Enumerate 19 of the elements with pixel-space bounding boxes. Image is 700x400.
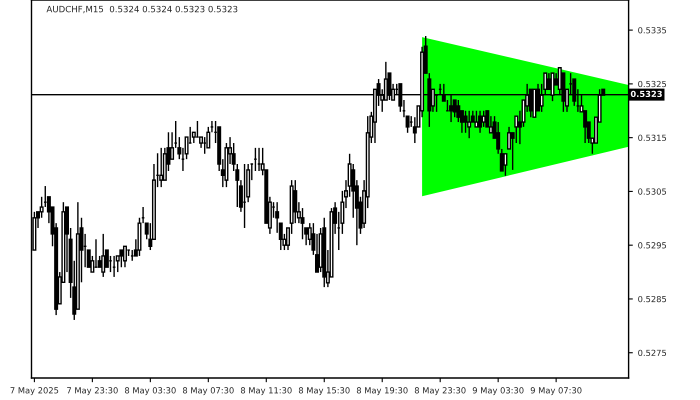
x-tick-label: 9 May 03:30 bbox=[472, 387, 524, 396]
x-tick-label: 8 May 07:30 bbox=[182, 387, 234, 396]
x-tick-label: 8 May 15:30 bbox=[298, 387, 350, 396]
x-tick-label: 8 May 23:30 bbox=[414, 387, 466, 396]
text: AUDCHF,M15 0.5324 0.5324 0.5323 0.5323 bbox=[46, 6, 238, 14]
ref-line-label: 0.5323 bbox=[630, 90, 662, 98]
x-tick-label: 8 May 19:30 bbox=[356, 387, 408, 396]
x-tick-label: 7 May 2025 bbox=[10, 387, 58, 396]
y-tick-label: 0.5275 bbox=[638, 350, 666, 356]
y-tick-label: 0.5305 bbox=[638, 188, 666, 195]
x-tick-label: 7 May 23:30 bbox=[67, 387, 118, 396]
y-tick-label: 0.5315 bbox=[638, 134, 666, 141]
y-tick-label: 0.5335 bbox=[638, 27, 666, 34]
y-tick-label: 0.5325 bbox=[638, 80, 666, 88]
x-tick-label: 8 May 11:30 bbox=[240, 387, 292, 396]
y-tick-label: 0.5295 bbox=[638, 242, 666, 248]
x-tick-label: 9 May 07:30 bbox=[530, 387, 582, 396]
x-tick-label: 8 May 03:30 bbox=[124, 387, 176, 396]
y-tick-label: 0.5285 bbox=[638, 296, 666, 302]
